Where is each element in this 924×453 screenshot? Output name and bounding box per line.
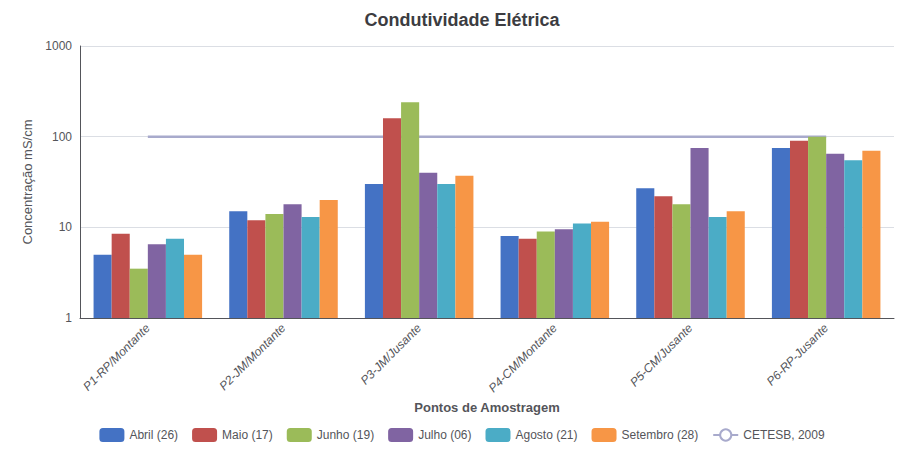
- svg-text:P3-JM/Jusante: P3-JM/Jusante: [358, 321, 425, 388]
- svg-text:P5-CM/Jusante: P5-CM/Jusante: [627, 321, 696, 390]
- svg-text:Concentração mS/cm: Concentração mS/cm: [20, 120, 35, 245]
- svg-text:Condutividade Elétrica: Condutividade Elétrica: [364, 10, 560, 30]
- svg-text:1000: 1000: [45, 39, 72, 53]
- svg-text:CETESB, 2009: CETESB, 2009: [743, 428, 825, 442]
- svg-text:Maio (17): Maio (17): [222, 428, 273, 442]
- svg-text:P6-RP-Jusante: P6-RP-Jusante: [764, 321, 832, 389]
- svg-text:Abril (26): Abril (26): [129, 428, 178, 442]
- svg-text:100: 100: [52, 130, 72, 144]
- svg-text:Agosto (21): Agosto (21): [515, 428, 577, 442]
- svg-text:1: 1: [65, 311, 72, 325]
- svg-text:Julho (06): Julho (06): [418, 428, 471, 442]
- svg-text:10: 10: [59, 220, 73, 234]
- svg-text:Setembro (28): Setembro (28): [622, 428, 699, 442]
- svg-text:P4-CM/Montante: P4-CM/Montante: [486, 321, 560, 395]
- svg-text:P2-JM/Montante: P2-JM/Montante: [216, 321, 288, 393]
- svg-text:Pontos de Amostragem: Pontos de Amostragem: [414, 400, 559, 415]
- svg-text:P1-RP/Montante: P1-RP/Montante: [80, 321, 153, 394]
- svg-text:Junho (19): Junho (19): [317, 428, 374, 442]
